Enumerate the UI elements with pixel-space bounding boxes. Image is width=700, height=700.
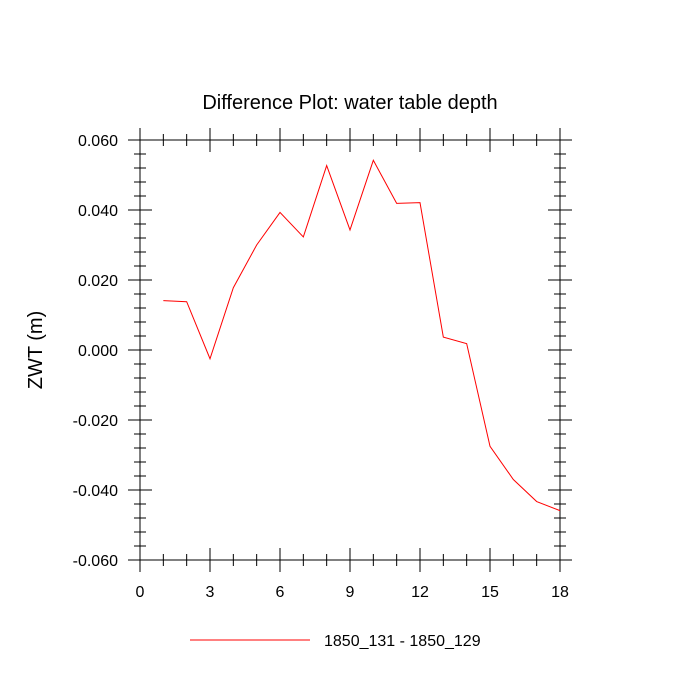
axis-tick-labels: 0 3 6 9 12 15 18 -0.060 -0.040 -0.020 0.000 0.020 0.… bbox=[73, 133, 569, 601]
y-tick-label: -0.020 bbox=[73, 413, 118, 430]
y-tick-label: 0.000 bbox=[78, 343, 118, 360]
chart-title: Difference Plot: water table depth bbox=[202, 92, 497, 114]
data-series bbox=[163, 159, 561, 512]
axis-ticks bbox=[128, 128, 572, 572]
y-tick-label: 0.040 bbox=[78, 203, 118, 220]
series-line bbox=[163, 159, 561, 512]
y-tick-label: -0.040 bbox=[73, 483, 118, 500]
x-tick-label: 0 bbox=[136, 584, 145, 601]
y-axis-label: ZWT (m) bbox=[25, 311, 47, 390]
x-tick-label: 3 bbox=[206, 584, 215, 601]
plot-frame bbox=[139, 139, 561, 561]
y-tick-label: 0.060 bbox=[78, 133, 118, 150]
legend: 1850_131 - 1850_129 bbox=[190, 633, 481, 650]
y-tick-label: 0.020 bbox=[78, 273, 118, 290]
y-tick-label: -0.060 bbox=[73, 553, 118, 570]
x-tick-label: 15 bbox=[481, 584, 499, 601]
x-tick-label: 6 bbox=[276, 584, 285, 601]
legend-label: 1850_131 - 1850_129 bbox=[324, 633, 481, 650]
plot-border bbox=[139, 139, 561, 561]
x-tick-label: 9 bbox=[346, 584, 355, 601]
x-tick-label: 18 bbox=[551, 584, 569, 601]
x-tick-label: 12 bbox=[411, 584, 429, 601]
